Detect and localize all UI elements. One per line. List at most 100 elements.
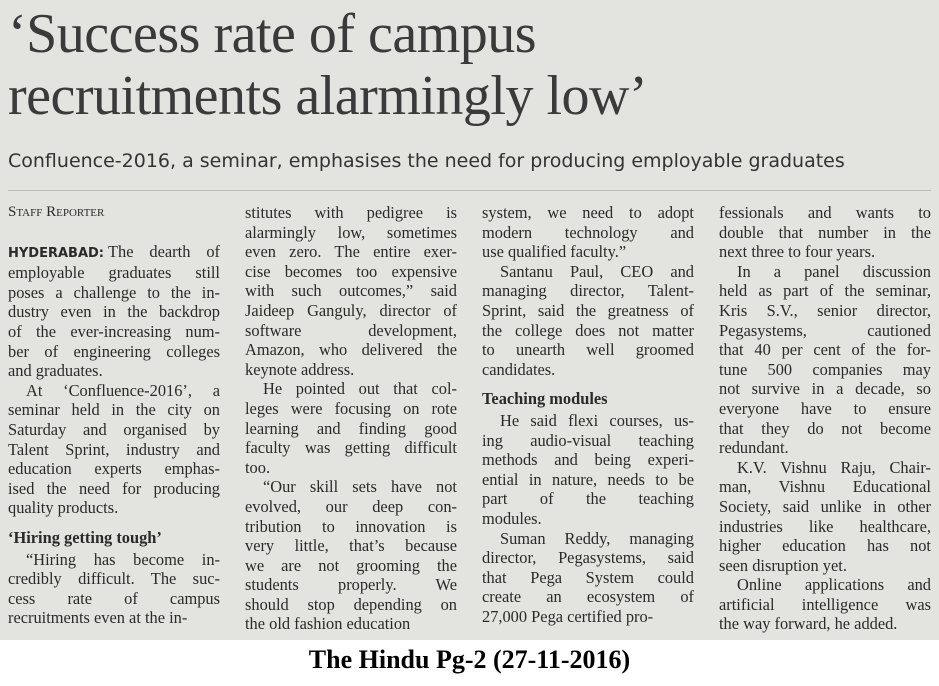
line-text: next three to four years. bbox=[719, 242, 876, 262]
text-line: industries like healthcare, bbox=[719, 517, 931, 537]
text-line: managing director, Talent- bbox=[482, 281, 694, 301]
text-line: to unearth well groomed bbox=[482, 340, 694, 360]
text-line: should stop depending on bbox=[245, 595, 457, 615]
line-text: K.V. Vishnu Raju, Chair- bbox=[737, 457, 931, 477]
text-line: Amazon, who delivered the bbox=[245, 340, 457, 360]
text-line: learning and finding good bbox=[245, 419, 457, 439]
text-line: modern technology and bbox=[482, 223, 694, 243]
text-line: the college does not matter bbox=[482, 321, 694, 341]
line-text: director, Pegasystems, said bbox=[482, 548, 694, 568]
newspaper-clipping: ‘Success rate of campus recruitments ala… bbox=[0, 0, 939, 640]
text-line: 27,000 Pega certified pro- bbox=[482, 607, 694, 627]
line-text: fessionals and wants to bbox=[719, 203, 931, 222]
line-text: cess rate of campus bbox=[8, 588, 220, 608]
line-text: candidates. bbox=[482, 359, 556, 379]
section-heading: ‘Hiring getting tough’ bbox=[8, 527, 162, 547]
text-line: Sprint, said the greatness of bbox=[482, 301, 694, 321]
line-text: keynote address. bbox=[245, 359, 355, 379]
text-line: students properly. We bbox=[245, 575, 457, 595]
line-text: In a panel discussion bbox=[737, 261, 931, 281]
text-line: Society, said unlike in other bbox=[719, 497, 931, 517]
text-line: At ‘Confluence-2016’, a bbox=[8, 381, 220, 401]
line-text: the way forward, he added. bbox=[719, 614, 898, 634]
text-line: quality products. bbox=[8, 498, 220, 518]
line-text: employable graduates still bbox=[8, 263, 220, 283]
text-line: even zero. The entire exer- bbox=[245, 242, 457, 262]
text-line: HYDERABAD: The dearth of bbox=[8, 242, 220, 264]
text-line: double that number in the bbox=[719, 223, 931, 243]
text-line: create an ecosystem of bbox=[482, 587, 694, 607]
line-text: He said flexi courses, us- bbox=[500, 410, 694, 430]
column: stitutes with pedigree is alarmingly low,… bbox=[245, 203, 457, 634]
text-line: that 40 per cent of the for- bbox=[719, 340, 931, 360]
text-line: candidates. bbox=[482, 360, 694, 380]
text-line: ber of engineering colleges bbox=[8, 342, 220, 362]
text-line: “Hiring has become in- bbox=[8, 550, 220, 570]
text-line: tribution to innovation is bbox=[245, 517, 457, 537]
line-text: methods and being experi- bbox=[482, 450, 694, 470]
line-text: students properly. We bbox=[245, 575, 457, 595]
text-line: modules. bbox=[482, 509, 694, 529]
line-text: Santanu Paul, CEO and bbox=[500, 261, 694, 281]
dateline: HYDERABAD: bbox=[8, 245, 104, 261]
line-text: Pegasystems, cautioned bbox=[719, 320, 931, 340]
text-line: part of the teaching bbox=[482, 489, 694, 509]
text-line: recruitments even at the in- bbox=[8, 608, 220, 628]
text-line: stitutes with pedigree is bbox=[245, 203, 457, 223]
text-line: He said flexi courses, us- bbox=[482, 411, 694, 431]
text-line: with such outcomes,” said bbox=[245, 281, 457, 301]
line-text: Suman Reddy, managing bbox=[500, 528, 694, 548]
line-text: ber of engineering colleges bbox=[8, 341, 220, 361]
text-line: poses a challenge to the in- bbox=[8, 283, 220, 303]
line-text: of the ever-increasing num- bbox=[8, 321, 220, 341]
text-line: leges were focusing on rote bbox=[245, 399, 457, 419]
line-text: cise becomes too expensive bbox=[245, 261, 457, 281]
text-line: tune 500 companies may bbox=[719, 360, 931, 380]
line-text: create an ecosystem of bbox=[482, 587, 694, 607]
text-line: credibly difficult. The suc- bbox=[8, 569, 220, 589]
text-line: use qualified faculty.” bbox=[482, 242, 694, 262]
text-line: the old fashion education bbox=[245, 614, 457, 634]
text-line: too. bbox=[245, 458, 457, 478]
column: Staff Reporter HYDERABAD: The dearth of emp… bbox=[8, 203, 220, 628]
line-text: He pointed out that col- bbox=[263, 379, 457, 399]
line-text: stitutes with pedigree is bbox=[245, 203, 457, 222]
line-text: evolved, our deep con- bbox=[245, 496, 457, 516]
line-text: ised the need for producing bbox=[8, 478, 220, 498]
line-text: “Hiring has become in- bbox=[26, 549, 220, 569]
text-line: dustry even in the backdrop bbox=[8, 302, 220, 322]
line-text: poses a challenge to the in- bbox=[8, 282, 220, 302]
text-line: very little, that’s because bbox=[245, 536, 457, 556]
line-text: dustry even in the backdrop bbox=[8, 302, 220, 322]
line-text: man, Vishnu Educational bbox=[719, 477, 931, 497]
text-line: fessionals and wants to bbox=[719, 203, 931, 223]
line-text: held as part of the seminar, bbox=[719, 281, 931, 301]
line-text: modules. bbox=[482, 508, 542, 528]
text-line: faculty was getting difficult bbox=[245, 438, 457, 458]
line-text: Saturday and organised by bbox=[8, 419, 220, 439]
line-text: leges were focusing on rote bbox=[245, 398, 457, 418]
line-text: recruitments even at the in- bbox=[8, 608, 188, 628]
text-line: director, Pegasystems, said bbox=[482, 548, 694, 568]
text-line: artificial intelligence was bbox=[719, 595, 931, 615]
line-text: Sprint, said the greatness of bbox=[482, 300, 694, 320]
text-line: Talent Sprint, industry and bbox=[8, 440, 220, 460]
text-line: system, we need to adopt bbox=[482, 203, 694, 223]
text-line: Online applications and bbox=[719, 575, 931, 595]
line-text: ential in nature, needs to be bbox=[482, 469, 694, 489]
line-text: the college does not matter bbox=[482, 320, 694, 340]
text-line: cess rate of campus bbox=[8, 589, 220, 609]
text-line: Suman Reddy, managing bbox=[482, 529, 694, 549]
line-text: very little, that’s because bbox=[245, 536, 457, 556]
section-heading: Teaching modules bbox=[482, 389, 608, 409]
text-line: “Our skill sets have not bbox=[245, 477, 457, 497]
line-text: tune 500 companies may bbox=[719, 359, 931, 379]
text-line: of the ever-increasing num- bbox=[8, 322, 220, 342]
text-line: we are not grooming the bbox=[245, 556, 457, 576]
line-text: redundant. bbox=[719, 438, 789, 458]
text-line: He pointed out that col- bbox=[245, 379, 457, 399]
text-line: alarmingly low, sometimes bbox=[245, 223, 457, 243]
text-line: keynote address. bbox=[245, 360, 457, 380]
text-line: ised the need for producing bbox=[8, 479, 220, 499]
